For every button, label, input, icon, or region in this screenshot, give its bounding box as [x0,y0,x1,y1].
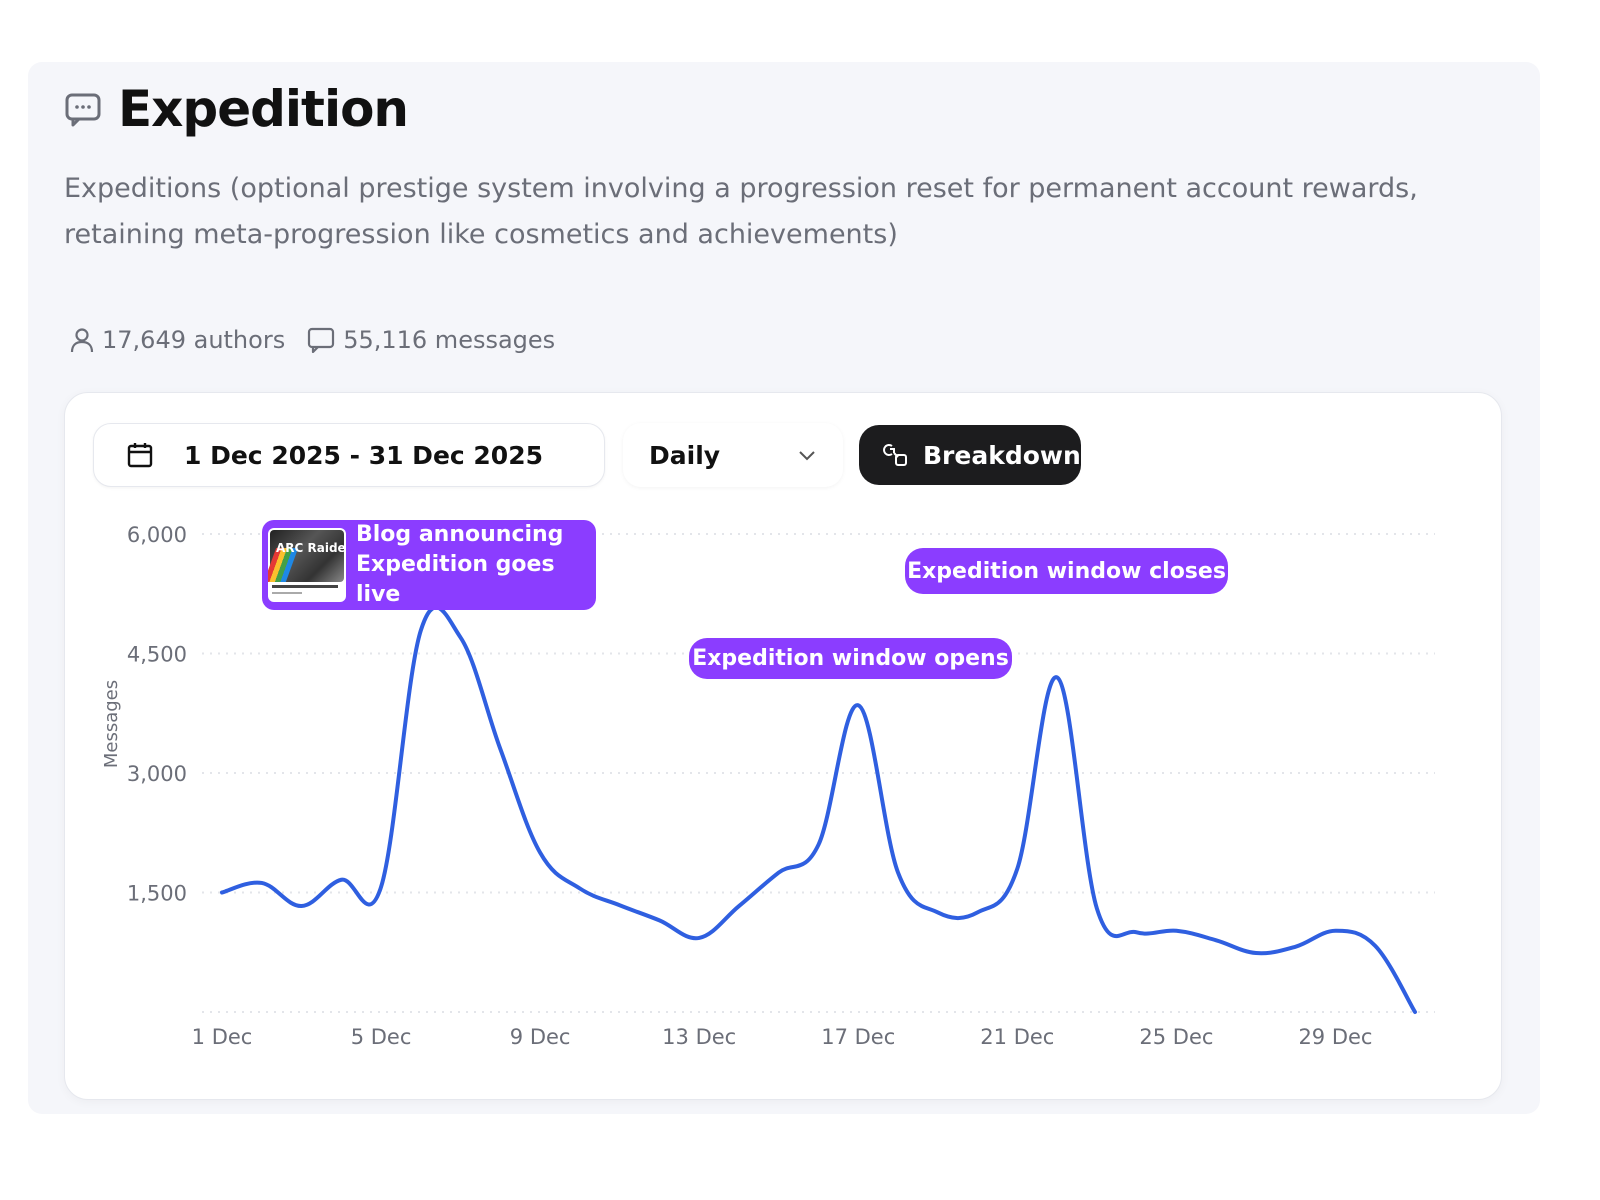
title-row: Expedition [64,80,409,138]
period-select[interactable]: Daily [623,423,843,487]
authors-stat: 17,649 authors [70,326,285,354]
calendar-icon [127,443,153,468]
x-tick-label: 29 Dec [1298,1025,1372,1049]
x-tick-label: 25 Dec [1139,1025,1213,1049]
messages-count: 55,116 messages [343,326,556,354]
annotation-blog[interactable]: ARC Raiders Blog announcing Expedition g… [262,520,596,610]
x-tick-label: 5 Dec [351,1025,412,1049]
series-line [220,605,1417,1014]
y-axis-title: Messages [101,680,122,768]
chart-card: 1 Dec 2025 - 31 Dec 2025 Daily Breakdown [64,392,1502,1100]
x-tick-label: 9 Dec [510,1025,571,1049]
blog-thumbnail-logo: ARC Raiders [276,541,346,555]
x-tick-label: 21 Dec [980,1025,1054,1049]
y-tick-label: 6,000 [127,523,187,547]
messages-stat: 55,116 messages [307,326,555,354]
annotation-window-closes[interactable]: Expedition window closes [905,548,1228,594]
breakdown-label: Breakdown [923,440,1081,470]
authors-count: 17,649 authors [102,326,286,354]
y-tick-label: 1,500 [127,882,187,906]
y-tick-label: 3,000 [127,762,187,786]
x-tick-label: 1 Dec [192,1025,253,1049]
page-title: Expedition [118,80,409,138]
chevron-down-icon [799,451,815,461]
annotation-blog-label: Blog announcing Expedition goes live [356,522,564,607]
period-label: Daily [649,440,721,470]
date-range-label: 1 Dec 2025 - 31 Dec 2025 [184,440,543,470]
message-square-icon [65,93,101,127]
topic-panel: Expedition Expeditions (optional prestig… [28,62,1540,1114]
stats-row: 17,649 authors 55,116 messages [70,326,577,354]
breakdown-icon [883,444,907,466]
message-icon [308,327,335,353]
annotation-closes-label: Expedition window closes [907,558,1226,584]
user-icon [70,328,94,353]
breakdown-button[interactable]: Breakdown [859,425,1081,485]
x-tick-label: 13 Dec [662,1025,736,1049]
annotation-opens-label: Expedition window opens [692,646,1009,671]
blog-thumbnail: ARC Raiders [268,528,346,602]
annotation-window-opens[interactable]: Expedition window opens [689,638,1012,679]
y-tick-label: 4,500 [127,643,187,667]
date-range-picker[interactable]: 1 Dec 2025 - 31 Dec 2025 [93,423,605,487]
topic-description: Expeditions (optional prestige system in… [64,173,1418,250]
x-tick-label: 17 Dec [821,1025,895,1049]
